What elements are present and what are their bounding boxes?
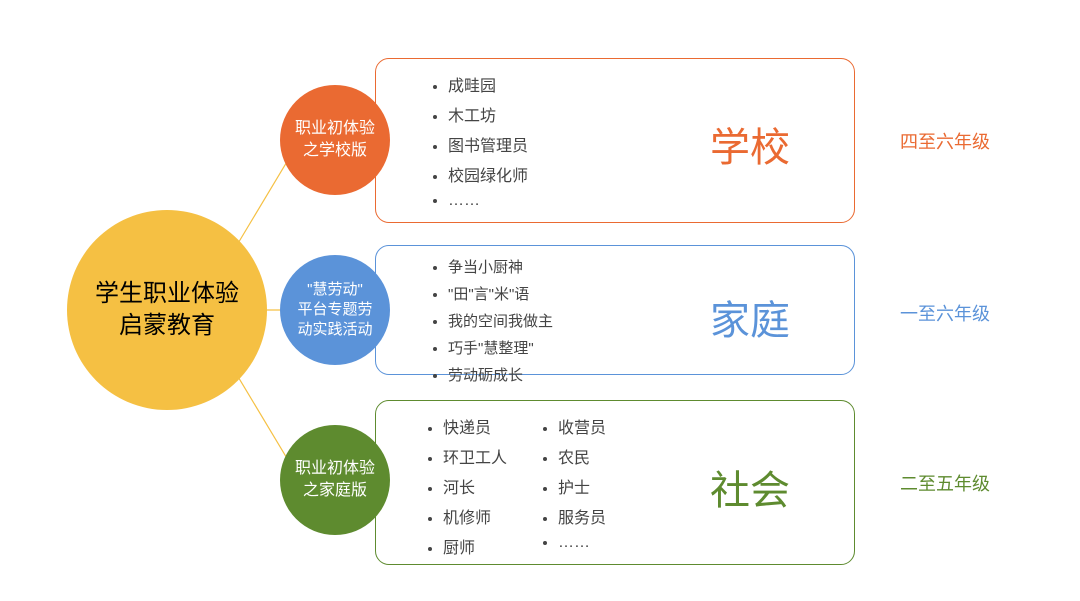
list-item: …… <box>558 534 606 552</box>
node-school-l1: 职业初体验 <box>295 118 375 140</box>
list-item: …… <box>448 192 528 210</box>
list-item: 巧手"慧整理" <box>448 337 553 358</box>
root-label-1: 学生职业体验 <box>95 278 239 310</box>
node-family-l2: 平台专题劳 <box>297 300 372 320</box>
node-society-l2: 之家庭版 <box>295 480 375 502</box>
list-item: 成畦园 <box>448 72 528 96</box>
list-item: 护士 <box>558 474 606 498</box>
list-item: 环卫工人 <box>443 444 507 468</box>
list-item: "田"言"米"语 <box>448 283 553 304</box>
node-family-l1: "慧劳动" <box>297 280 372 300</box>
items-society: 快递员环卫工人河长机修师厨师 <box>425 408 507 564</box>
node-society-l1: 职业初体验 <box>295 458 375 480</box>
items-school-list: 成畦园木工坊图书管理员校园绿化师 …… <box>430 72 528 210</box>
big-label-society: 社会 <box>710 458 790 516</box>
list-item: 劳动砺成长 <box>448 364 553 385</box>
items-school: 成畦园木工坊图书管理员校园绿化师 …… <box>430 66 528 216</box>
items-society-list-2: 收营员农民护士服务员 …… <box>540 414 606 552</box>
list-item: 机修师 <box>443 504 507 528</box>
node-society: 职业初体验 之家庭版 <box>280 425 390 535</box>
items-family-list: 争当小厨神 "田"言"米"语我的空间我做主巧手"慧整理" 劳动砺成长 <box>430 256 553 385</box>
list-item: 争当小厨神 <box>448 256 553 277</box>
grade-society: 二至五年级 <box>900 470 990 496</box>
list-item: 服务员 <box>558 504 606 528</box>
grade-school: 四至六年级 <box>900 128 990 154</box>
list-item: 木工坊 <box>448 102 528 126</box>
list-item: 校园绿化师 <box>448 162 528 186</box>
items-family: 争当小厨神 "田"言"米"语我的空间我做主巧手"慧整理" 劳动砺成长 <box>430 250 553 391</box>
list-item: 收营员 <box>558 414 606 438</box>
list-item: 我的空间我做主 <box>448 310 553 331</box>
items-society-list: 快递员环卫工人河长机修师厨师 <box>425 414 507 558</box>
node-school-l2: 之学校版 <box>295 140 375 162</box>
big-label-family: 家庭 <box>710 288 790 346</box>
list-item: 快递员 <box>443 414 507 438</box>
big-label-school: 学校 <box>710 115 790 173</box>
root-node: 学生职业体验 启蒙教育 <box>67 210 267 410</box>
node-family-l3: 动实践活动 <box>297 320 372 340</box>
list-item: 河长 <box>443 474 507 498</box>
node-family: "慧劳动" 平台专题劳 动实践活动 <box>280 255 390 365</box>
list-item: 厨师 <box>443 534 507 558</box>
root-label-2: 启蒙教育 <box>95 310 239 342</box>
node-school: 职业初体验 之学校版 <box>280 85 390 195</box>
grade-family: 一至六年级 <box>900 300 990 326</box>
list-item: 图书管理员 <box>448 132 528 156</box>
list-item: 农民 <box>558 444 606 468</box>
items-society-2: 收营员农民护士服务员 …… <box>540 408 606 558</box>
